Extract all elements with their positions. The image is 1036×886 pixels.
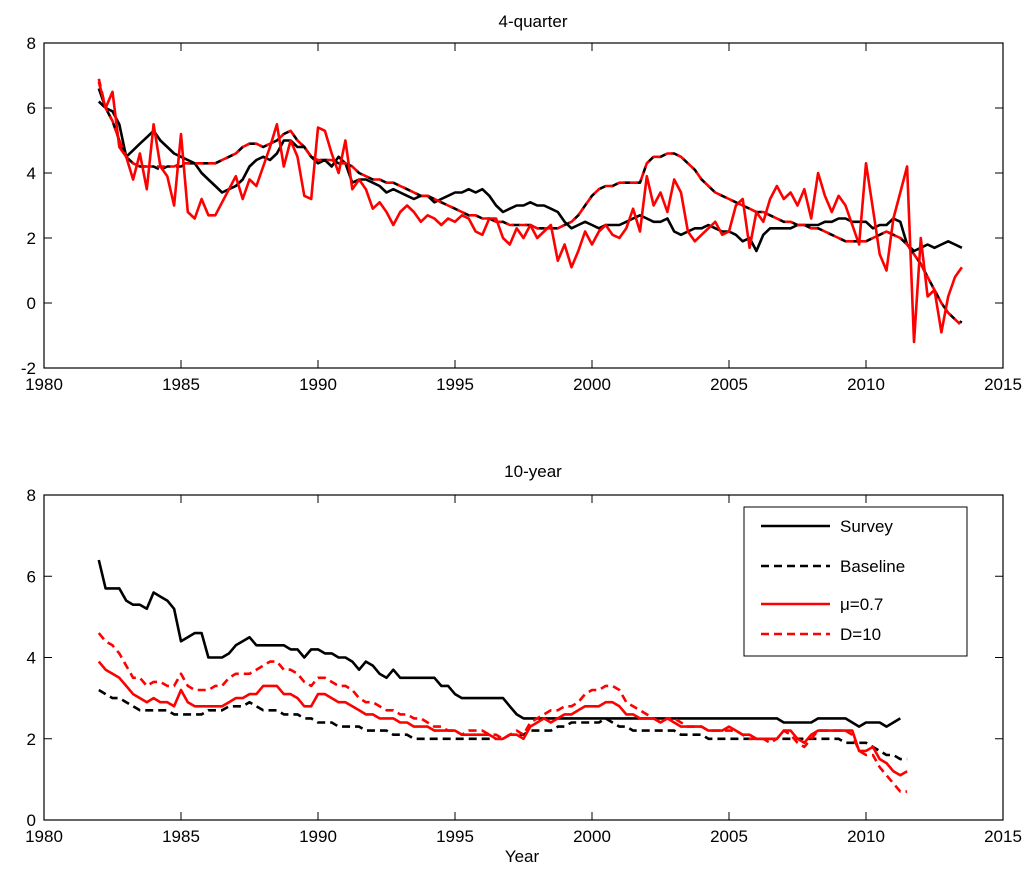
x-tick-label: 1985 (162, 827, 200, 846)
y-tick-label: 8 (27, 34, 36, 53)
x-tick-label: 2010 (847, 375, 885, 394)
x-tick-label: 2015 (984, 827, 1022, 846)
series-line-3 (97, 632, 908, 793)
y-tick-label: 0 (27, 811, 36, 830)
series-line-3 (97, 78, 963, 327)
panel-title: 10-year (504, 462, 562, 481)
x-tick-label: 1995 (436, 375, 474, 394)
y-axis-ticks: 0 2 4 6 8 (27, 486, 1003, 830)
y-axis-ticks: -2 0 2 4 6 8 (21, 34, 1003, 378)
axes-frame (43, 42, 1004, 369)
legend-label: Baseline (840, 557, 905, 576)
legend-item-mu: μ=0.7 (761, 595, 883, 614)
x-tick-label: 2005 (710, 375, 748, 394)
series-line-2 (97, 81, 963, 344)
y-tick-label: 2 (27, 229, 36, 248)
legend-label: μ=0.7 (840, 595, 883, 614)
panel-4-quarter: 4-quarter 1980 1985 1990 1995 2000 2005 2010 20… (21, 12, 1022, 394)
x-tick-label: 1985 (162, 375, 200, 394)
x-axis-ticks: 1980 1985 1990 1995 2000 2005 2010 2015 (25, 495, 1022, 846)
x-tick-label: 2005 (710, 827, 748, 846)
x-tick-label: 2015 (984, 375, 1022, 394)
y-tick-label: 2 (27, 730, 36, 749)
series-line-0 (97, 559, 901, 728)
plot-area: 1980 1985 1990 1995 2000 2005 2010 2015 -2 0 2 4 6 8 (21, 34, 1022, 394)
y-tick-label: 8 (27, 486, 36, 505)
series-line-2 (97, 660, 908, 777)
legend-label: Survey (840, 517, 893, 536)
series-line-0 (97, 88, 963, 253)
x-tick-label: 1990 (299, 375, 337, 394)
x-tick-label: 1990 (299, 827, 337, 846)
legend: Survey Baseline μ=0.7 D=10 (743, 506, 968, 657)
x-axis-ticks: 1980 1985 1990 1995 2000 2005 2010 2015 (25, 43, 1022, 394)
x-tick-label: 2010 (847, 827, 885, 846)
x-tick-label: 1980 (25, 375, 63, 394)
x-tick-label: 2000 (573, 827, 611, 846)
legend-box (743, 506, 968, 657)
legend-item-baseline: Baseline (761, 557, 905, 576)
x-tick-label: 1995 (436, 827, 474, 846)
series-lines (97, 78, 963, 344)
y-tick-label: 0 (27, 294, 36, 313)
plot-area: 1980 1985 1990 1995 2000 2005 2010 2015 0 2 4 6 8 (25, 486, 1022, 846)
y-tick-label: -2 (21, 359, 36, 378)
x-tick-label: 1980 (25, 827, 63, 846)
panel-title: 4-quarter (499, 12, 568, 31)
y-tick-label: 4 (27, 164, 36, 183)
legend-item-d10: D=10 (761, 625, 881, 644)
x-tick-label: 2000 (573, 375, 611, 394)
panel-10-year: 10-year 1980 1985 1990 1995 2000 2005 2010 2015… (25, 462, 1022, 866)
y-tick-label: 6 (27, 567, 36, 586)
y-tick-label: 6 (27, 99, 36, 118)
series-line-1 (98, 688, 908, 761)
series-lines (97, 559, 908, 793)
legend-item-survey: Survey (761, 517, 893, 536)
y-tick-label: 4 (27, 649, 36, 668)
x-axis-label: Year (505, 847, 540, 866)
legend-label: D=10 (840, 625, 881, 644)
